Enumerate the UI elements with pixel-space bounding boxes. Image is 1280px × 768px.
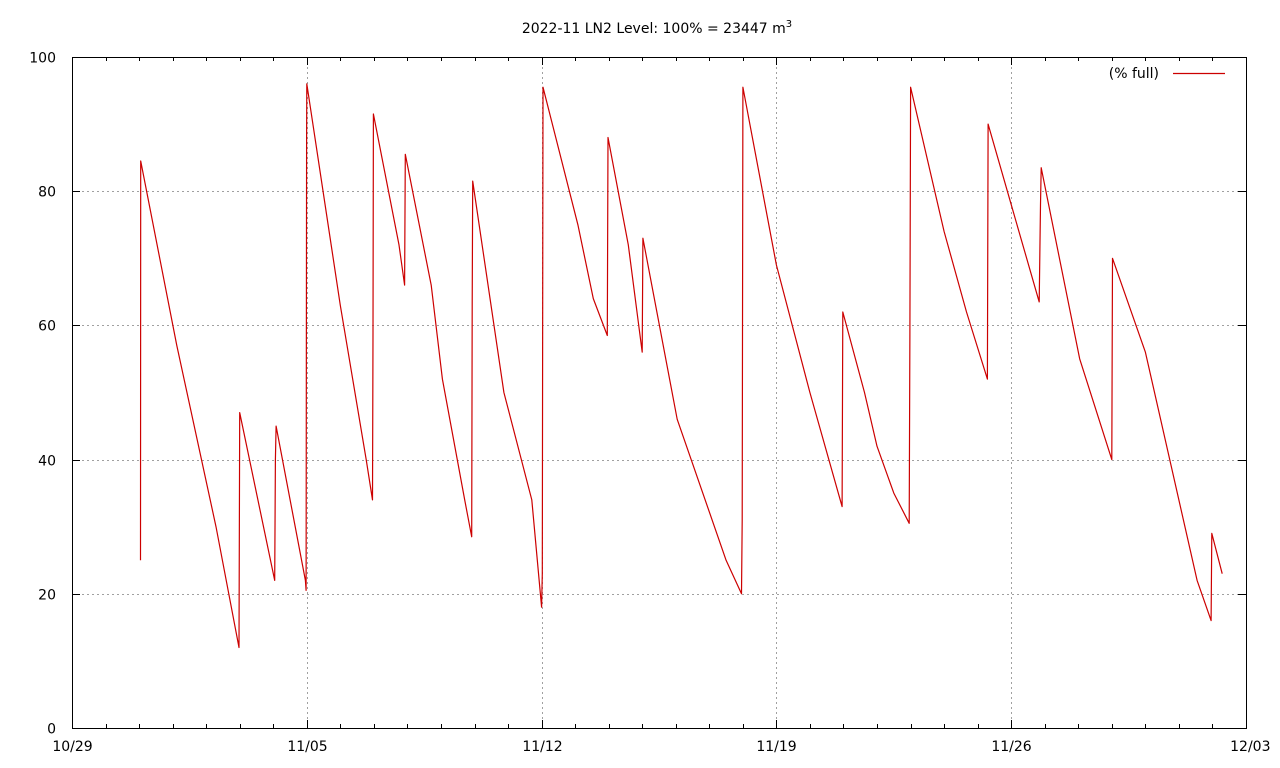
y-tick-label: 100 (29, 51, 56, 67)
x-tick-label: 11/19 (756, 739, 796, 755)
y-tick-label: 60 (38, 319, 56, 335)
y-tick-label: 80 (38, 185, 56, 201)
tick-marks (72, 57, 1247, 729)
series-line-0 (139, 83, 1223, 649)
series-layer (139, 83, 1223, 649)
x-tick-label: 10/29 (52, 739, 92, 755)
x-tick-label: 12/03 (1230, 739, 1270, 755)
legend: (% full) (1109, 66, 1225, 82)
chart-title: 2022-11 LN2 Level: 100% = 23447 m3 (522, 19, 792, 37)
plot-frame (72, 57, 1247, 729)
tick-labels: 0 20 40 60 80 100 10/29 11/05 11/12 11/19 11/26 12/… (29, 51, 1270, 756)
y-tick-label: 20 (38, 588, 56, 604)
x-tick-label: 11/05 (287, 739, 327, 755)
x-tick-label: 11/12 (522, 739, 562, 755)
x-tick-label: 11/26 (991, 739, 1031, 755)
y-tick-label: 40 (38, 454, 56, 470)
y-tick-label: 0 (47, 722, 56, 738)
legend-label: (% full) (1109, 66, 1159, 82)
grid-lines (72, 57, 1246, 728)
